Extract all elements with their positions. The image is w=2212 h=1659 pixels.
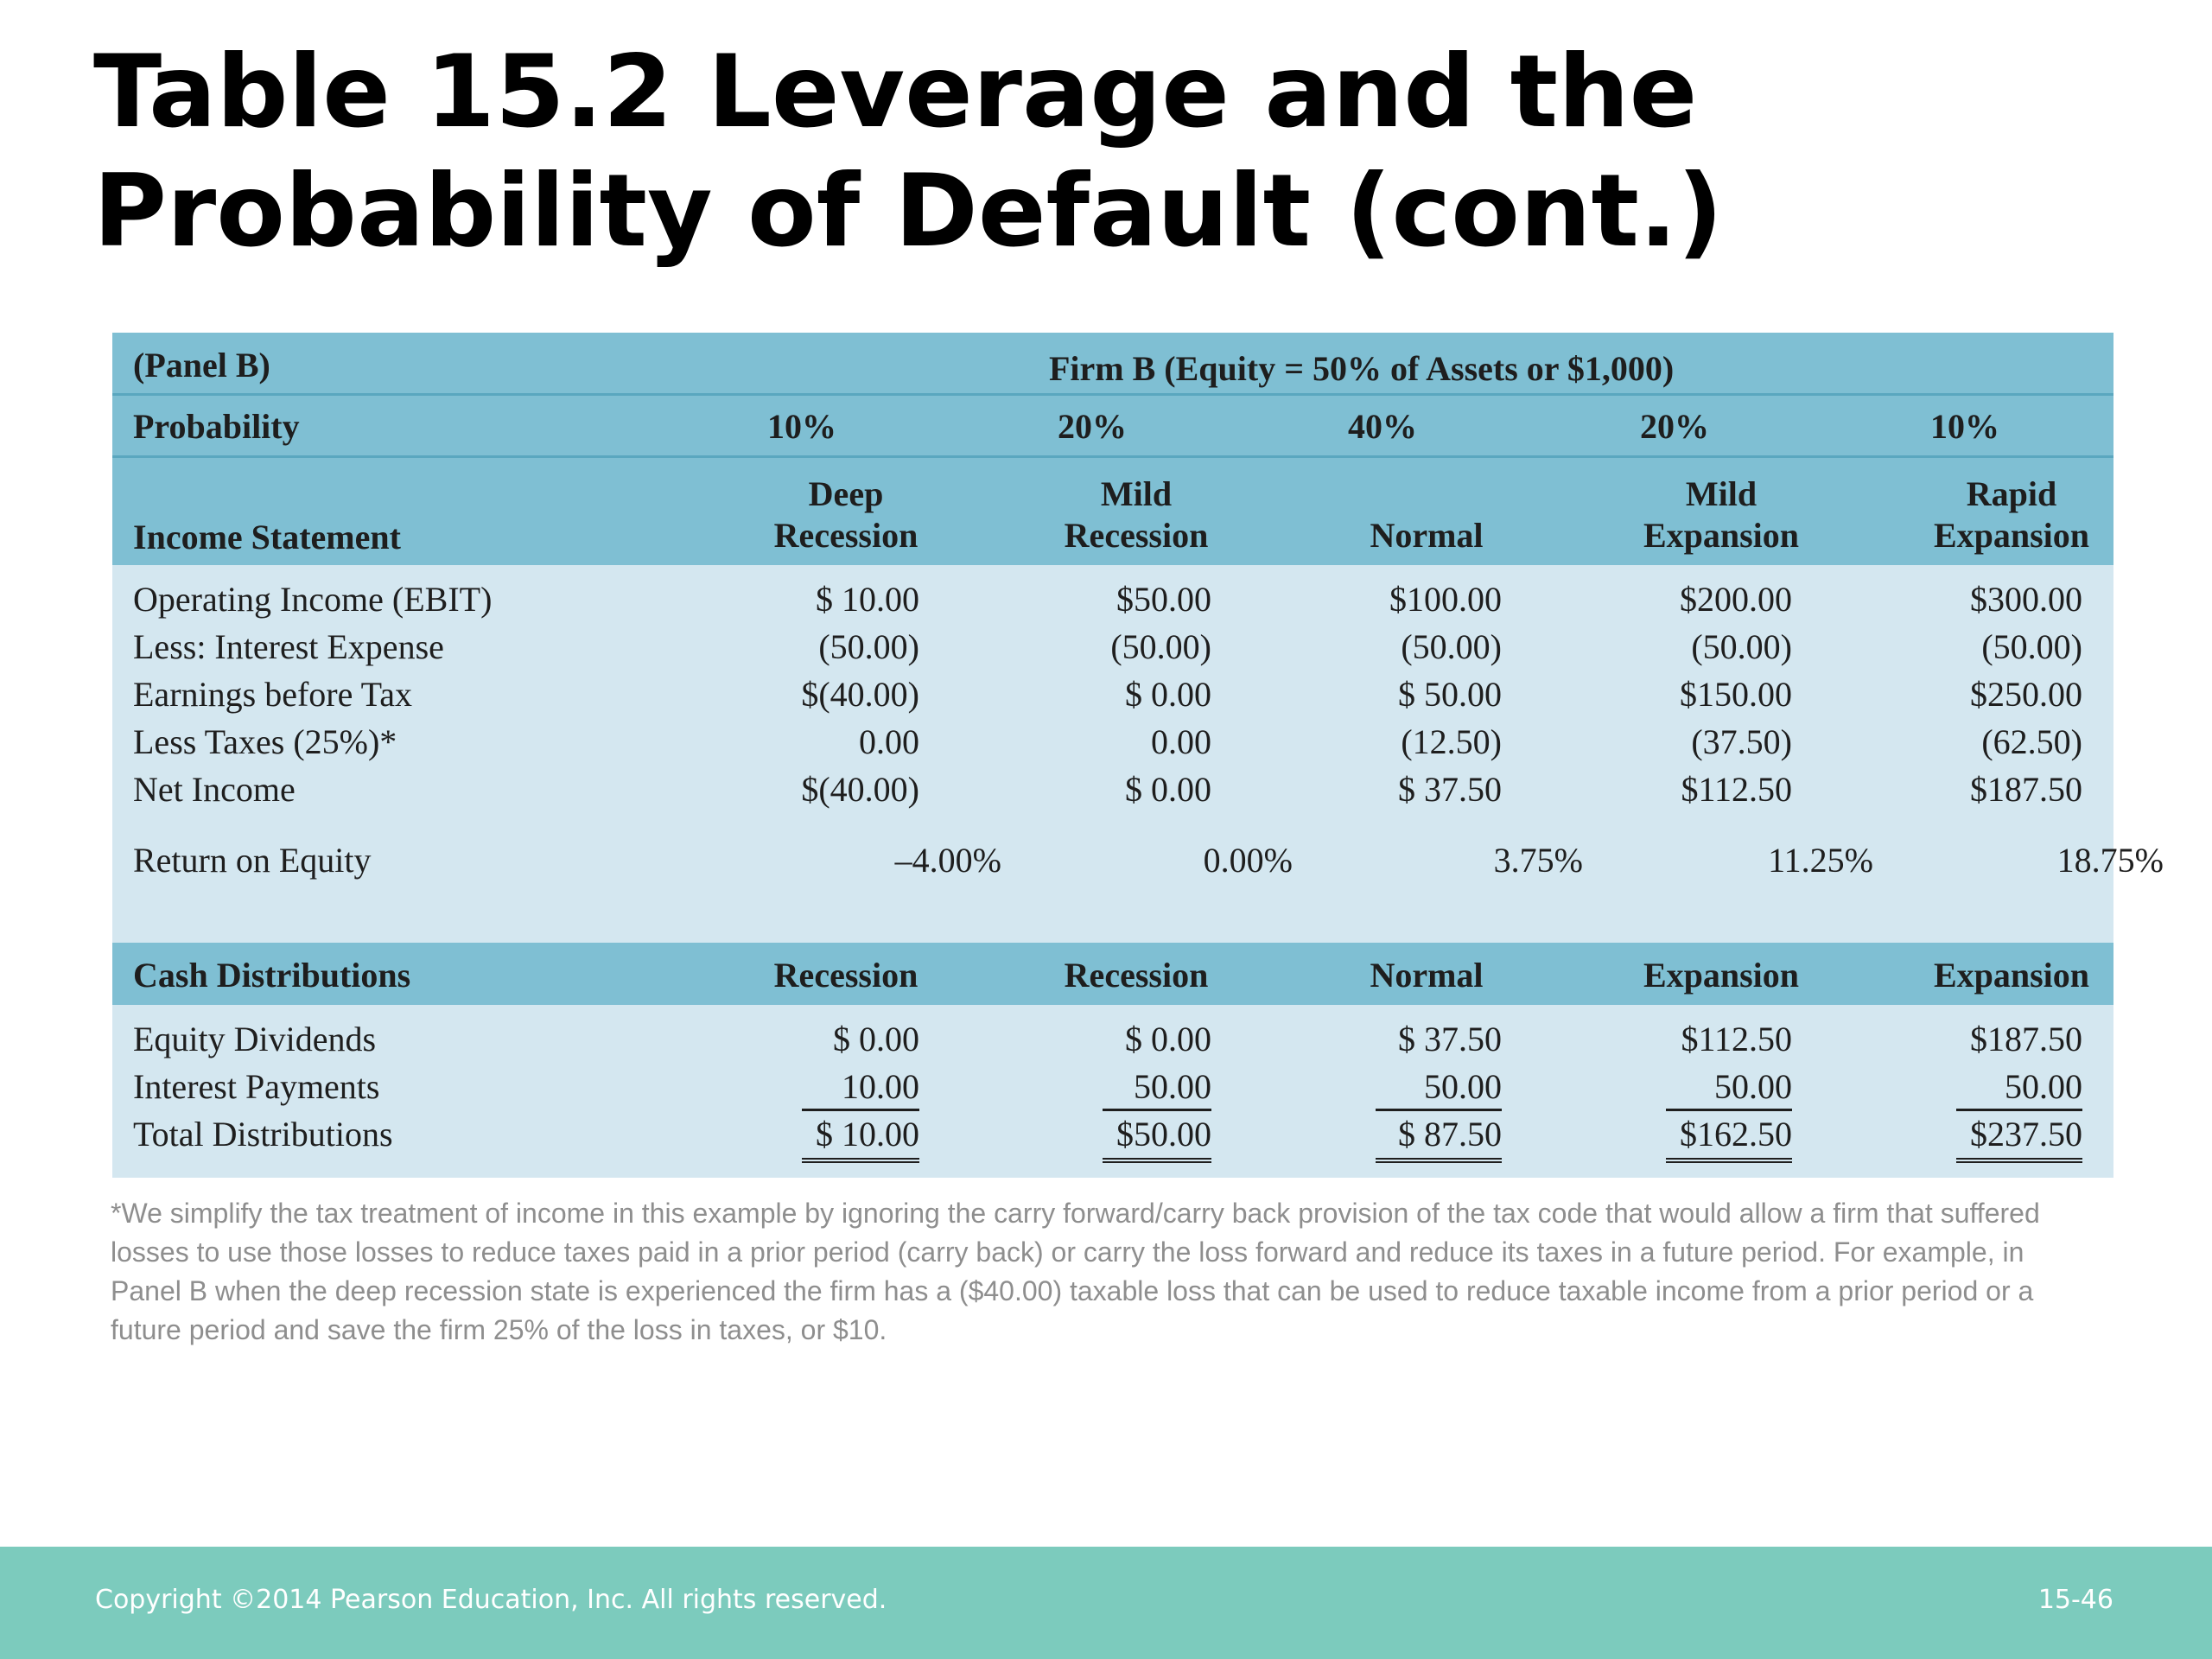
cash-header-deep: Recession: [773, 956, 918, 995]
probability-label: Probability: [133, 407, 300, 446]
table-cell: 0.00: [1151, 722, 1211, 761]
state-mild-exp-line1: Mild: [1685, 474, 1758, 513]
panel-label: (Panel B): [133, 346, 270, 385]
table-cell: $ 0.00: [1125, 770, 1211, 809]
table-cell: 50.00: [1103, 1066, 1211, 1111]
table-cell: (50.00): [1691, 627, 1792, 666]
table-cell: (12.50): [1401, 722, 1502, 761]
table-cell: $187.50: [1970, 770, 2082, 809]
table-cell: (50.00): [818, 627, 919, 666]
table-cell: $50.00: [1116, 580, 1211, 619]
roe-mild-recession: 0.00%: [1203, 841, 1293, 880]
table-cell: 0.00: [859, 722, 919, 761]
roe-row: Return on Equity –4.00% 0.00% 3.75% 11.2…: [112, 840, 2164, 885]
income-statement-label: Income Statement: [133, 518, 401, 556]
table-cell: $ 0.00: [833, 1020, 919, 1058]
cash-header-rapid: Expansion: [1933, 956, 2090, 995]
row-label: Total Distributions: [133, 1115, 393, 1154]
table-cell: (50.00): [1110, 627, 1211, 666]
panel-header-row: (Panel B) Firm B (Equity = 50% of Assets…: [112, 333, 2113, 393]
page-number: 15-46: [2037, 1585, 2113, 1615]
row-label: Less: Interest Expense: [133, 627, 444, 666]
slide-footer: Copyright ©2014 Pearson Education, Inc. …: [0, 1547, 2212, 1659]
probability-row: Probability 10% 20% 40% 20% 10%: [112, 393, 2113, 455]
table-row: Earnings before Tax $(40.00) $ 0.00 $ 50…: [112, 674, 2113, 719]
probability-mild-expansion: 20%: [1640, 407, 1709, 446]
cash-header-mild-rec: Recession: [1064, 956, 1209, 995]
roe-deep-recession: –4.00%: [894, 841, 1001, 880]
state-mild-rec-line1: Mild: [1100, 474, 1173, 513]
table-cell: $300.00: [1970, 580, 2082, 619]
state-deep-line2: Recession: [773, 516, 918, 555]
table-cell: $ 37.50: [1398, 770, 1502, 809]
table-cell: $187.50: [1970, 1020, 2082, 1058]
table-cell: $ 0.00: [1125, 675, 1211, 714]
table-cell: $112.50: [1681, 770, 1792, 809]
table-cell: $(40.00): [801, 770, 919, 809]
table-cell: $200.00: [1680, 580, 1792, 619]
probability-rapid-expansion: 10%: [1930, 407, 1999, 446]
state-rapid-line1: Rapid: [1966, 474, 2057, 513]
table-cell: $250.00: [1970, 675, 2082, 714]
firm-label: Firm B (Equity = 50% of Assets or $1,000…: [1049, 349, 1675, 388]
table-row: Less: Interest Expense (50.00) (50.00) (…: [112, 626, 2113, 671]
row-label: Interest Payments: [133, 1067, 380, 1106]
table-cell: $ 50.00: [1398, 675, 1502, 714]
table-cell: $ 37.50: [1398, 1020, 1502, 1058]
table-row: Operating Income (EBIT) $ 10.00 $50.00 $…: [112, 579, 2113, 624]
probability-mild-recession: 20%: [1058, 407, 1127, 446]
roe-mild-expansion: 11.25%: [1768, 841, 1873, 880]
table-row: Equity Dividends $ 0.00 $ 0.00 $ 37.50 $…: [112, 1019, 2113, 1064]
roe-label: Return on Equity: [133, 841, 372, 880]
state-deep-line1: Deep: [808, 474, 884, 513]
table-cell: (37.50): [1691, 722, 1792, 761]
roe-rapid-expansion: 18.75%: [2056, 841, 2164, 880]
leverage-table: (Panel B) Firm B (Equity = 50% of Assets…: [112, 333, 2164, 1178]
table-cell: 50.00: [1376, 1066, 1502, 1111]
table-row: Less Taxes (25%)* 0.00 0.00 (12.50) (37.…: [112, 721, 2113, 766]
cash-header-mild-exp: Expansion: [1643, 956, 1800, 995]
state-rapid-line2: Expansion: [1933, 516, 2090, 555]
row-label: Operating Income (EBIT): [133, 580, 493, 619]
table-cell: (50.00): [1981, 627, 2082, 666]
table-cell: $(40.00): [801, 675, 919, 714]
table-cell: $50.00: [1103, 1114, 1211, 1163]
table-cell: 10.00: [802, 1066, 919, 1111]
table-row: Total Distributions $ 10.00 $50.00 $ 87.…: [112, 1114, 2113, 1166]
state-mild-exp-line2: Expansion: [1643, 516, 1800, 555]
row-label: Earnings before Tax: [133, 675, 413, 714]
table-cell: (62.50): [1981, 722, 2082, 761]
table-cell: $162.50: [1666, 1114, 1792, 1163]
table-cell: $100.00: [1389, 580, 1502, 619]
table-cell: 50.00: [1956, 1066, 2082, 1111]
slide-title: Table 15.2 Leverage and the Probability …: [93, 34, 1724, 270]
copyright-text: Copyright ©2014 Pearson Education, Inc. …: [95, 1585, 887, 1615]
table-cell: (50.00): [1401, 627, 1502, 666]
table-cell: $ 10.00: [802, 1114, 919, 1163]
table-cell: $ 0.00: [1125, 1020, 1211, 1058]
cash-distributions-label: Cash Distributions: [133, 956, 411, 995]
cash-header-row: Cash Distributions Recession Recession N…: [112, 943, 2113, 1005]
state-normal-line2: Normal: [1370, 516, 1484, 555]
row-label: Net Income: [133, 770, 296, 809]
table-row: Interest Payments 10.00 50.00 50.00 50.0…: [112, 1066, 2113, 1111]
row-label: Equity Dividends: [133, 1020, 377, 1058]
table-row: Net Income $(40.00) $ 0.00 $ 37.50 $112.…: [112, 769, 2113, 814]
probability-deep-recession: 10%: [767, 407, 836, 446]
table-cell: 50.00: [1666, 1066, 1792, 1111]
income-header-row: Income Statement Deep Recession Mild Rec…: [112, 455, 2113, 565]
income-body: Operating Income (EBIT) $ 10.00 $50.00 $…: [112, 565, 2164, 943]
cash-header-normal: Normal: [1370, 956, 1484, 995]
cash-body: Equity Dividends $ 0.00 $ 0.00 $ 37.50 $…: [112, 1005, 2113, 1178]
table-cell: $237.50: [1956, 1114, 2082, 1163]
state-mild-rec-line2: Recession: [1064, 516, 1209, 555]
table-cell: $150.00: [1680, 675, 1792, 714]
roe-normal: 3.75%: [1493, 841, 1583, 880]
table-cell: $ 10.00: [816, 580, 919, 619]
table-footnote: *We simplify the tax treatment of income…: [111, 1198, 2040, 1345]
row-label: Less Taxes (25%)*: [133, 722, 397, 761]
probability-normal: 40%: [1348, 407, 1417, 446]
table-cell: $112.50: [1681, 1020, 1792, 1058]
table-cell: $ 87.50: [1376, 1114, 1502, 1163]
